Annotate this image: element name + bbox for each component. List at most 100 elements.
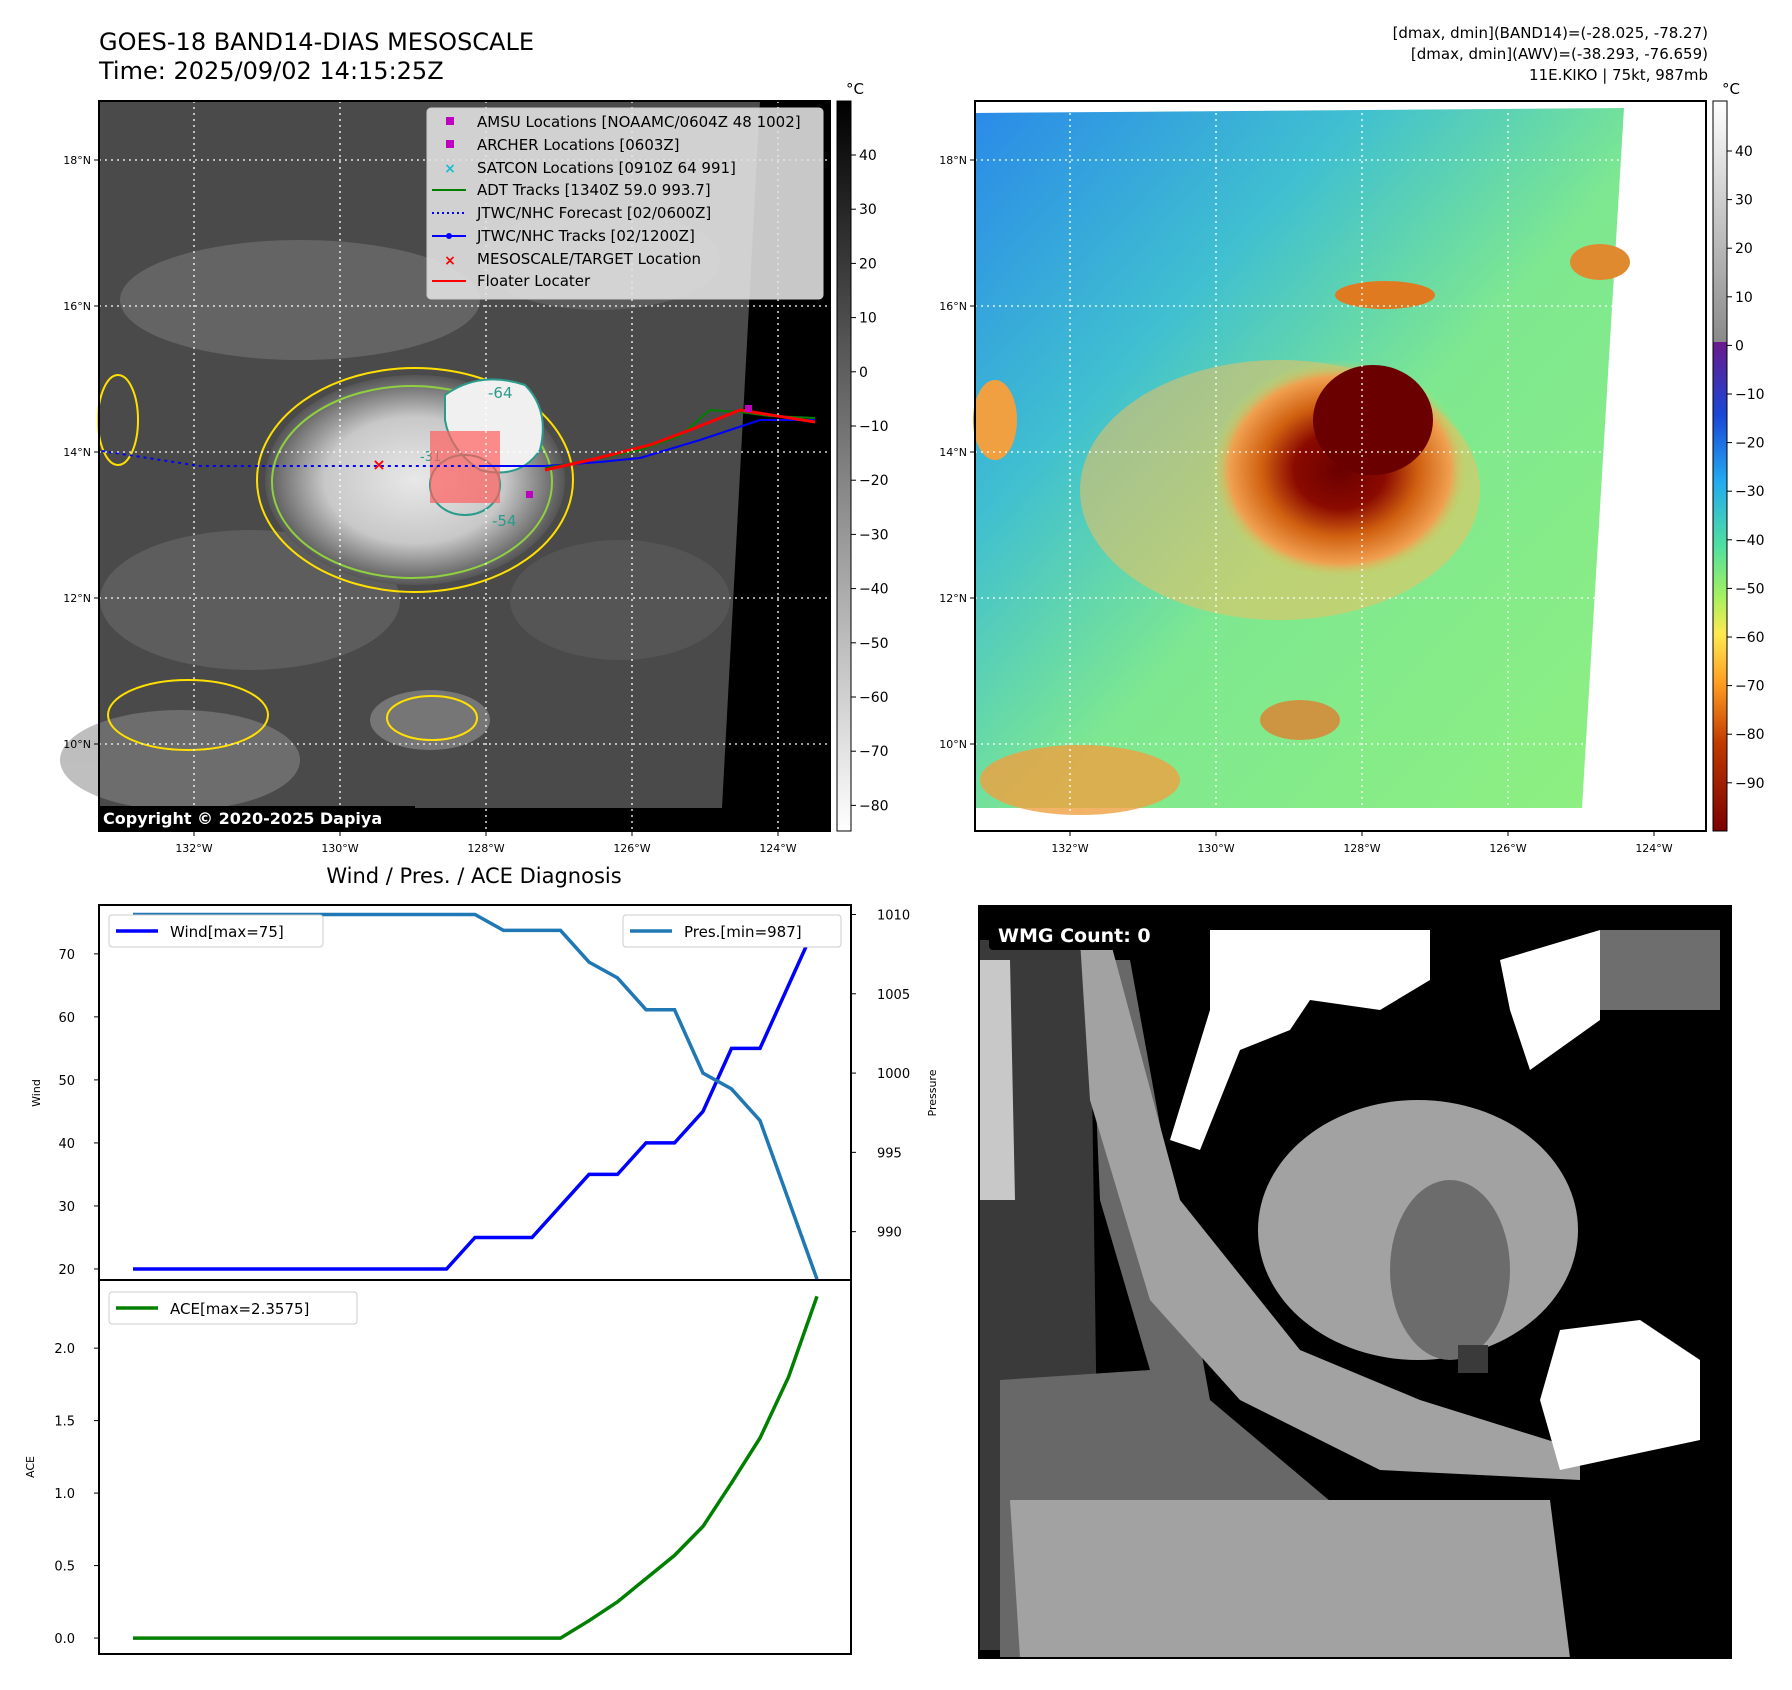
ir-colorbar-ticks: 40 30 20 10 0 −10 −20 −30 −40 −50 −60 −70 −80: [851, 148, 889, 814]
ace-legend-label: ACE[max=2.3575]: [170, 1300, 309, 1318]
legend-jtwc: JTWC/NHC Tracks [02/1200Z]: [476, 227, 695, 245]
awv-lat-label: 14°N: [939, 446, 967, 459]
ir-contour-yellow: [256, 367, 574, 593]
pressure-yticks: 990 995 1000 1005 1010: [851, 909, 910, 1241]
ir-colorbar-tick: 10: [859, 311, 877, 327]
ace-legend: ACE[max=2.3575]: [108, 1291, 358, 1325]
ir-contour-green: [271, 385, 553, 579]
legend-amsu-marker: [446, 117, 454, 125]
pressure-tick-label: 995: [877, 1146, 902, 1161]
legend-forecast: JTWC/NHC Forecast [02/0600Z]: [476, 204, 711, 222]
ir-colorbar-tick: 30: [859, 202, 877, 218]
awv-colorbar-tick: −50: [1735, 581, 1765, 597]
wind-tick-label: 30: [58, 1200, 75, 1215]
wmg-spiral-band: [1080, 940, 1580, 1480]
pressure-axis-label: Pressure: [926, 1069, 939, 1116]
ir-legend: AMSU Locations [NOAAMC/0604Z 48 1002] AR…: [426, 107, 824, 300]
wmg-band-light-edge: [979, 960, 1015, 1200]
ace-tick-label: 0.0: [54, 1632, 75, 1647]
ir-contour-sw: [107, 679, 269, 751]
figure-title-line1: GOES-18 BAND14-DIAS MESOSCALE: [99, 28, 534, 56]
ir-lat-label: 12°N: [63, 592, 91, 605]
ir-contour-south: [386, 695, 478, 741]
ace-tick-label: 2.0: [54, 1342, 75, 1357]
awv-lat-label: 18°N: [939, 154, 967, 167]
wmg-count-box: [989, 920, 1164, 950]
mesoscale-target-marker: ×: [372, 455, 385, 474]
ir-colorbar-tick: −30: [859, 527, 889, 543]
awv-colorbar-tick: −20: [1735, 436, 1765, 452]
wmg-count-label: WMG Count: 0: [998, 925, 1151, 947]
awv-lon-label: 126°W: [1489, 842, 1526, 855]
ir-lat-label: 16°N: [63, 300, 91, 313]
wind-legend-label: Wind[max=75]: [170, 923, 284, 941]
pressure-legend-label: Pres.[min=987]: [684, 923, 802, 941]
ir-lon-label: 126°W: [613, 842, 650, 855]
ir-frame: [98, 100, 831, 832]
pressure-tick-label: 990: [877, 1226, 902, 1241]
wind-legend: Wind[max=75]: [108, 914, 324, 948]
ace-tick-label: 1.5: [54, 1415, 75, 1430]
legend-jtwc-dot: [446, 233, 452, 239]
wind-tick-label: 20: [58, 1263, 75, 1278]
awv-lon-labels: 132°W 130°W 128°W 126°W 124°W: [1051, 831, 1673, 855]
awv-lat-labels: 18°N 16°N 14°N 12°N 10°N: [939, 154, 975, 751]
legend-satcon: SATCON Locations [0910Z 64 991]: [477, 159, 736, 177]
awv-panel: [973, 100, 1707, 832]
contour-label-54: -54: [492, 512, 517, 530]
wmg-inner-core: [1390, 1180, 1510, 1360]
awv-colorbar: °C 40 30 20 10 0 −10 −20 −30 −40 −50 −60 −70 −80 −90: [1712, 80, 1765, 832]
wind-pressure-frame: [98, 904, 852, 1281]
awv-lon-label: 130°W: [1197, 842, 1234, 855]
awv-lat-label: 10°N: [939, 738, 967, 751]
ir-colorbar-tick: −70: [859, 744, 889, 760]
wind-series-line: [133, 921, 819, 1271]
awv-colorbar-tick: −60: [1735, 630, 1765, 646]
legend-archer-marker: [446, 140, 454, 148]
awv-colorbar-tick: 20: [1735, 241, 1753, 257]
ir-colorbar-tick: 0: [859, 365, 868, 381]
amsu-marker: [745, 405, 752, 412]
wind-tick-label: 70: [58, 948, 75, 963]
awv-eye-region: [1313, 365, 1433, 475]
pressure-legend: Pres.[min=987]: [622, 914, 842, 948]
wind-tick-label: 40: [58, 1137, 75, 1152]
ace-frame: [98, 1279, 852, 1655]
wind-tick-label: 60: [58, 1011, 75, 1026]
figure-title-line2: Time: 2025/09/02 14:15:25Z: [98, 57, 444, 85]
ir-colorbar-tick: 20: [859, 256, 877, 272]
stats-line2: [dmax, dmin](AWV)=(-38.293, -76.659): [1411, 45, 1708, 63]
ir-colorbar: °C 40 30 20 10 0 −10 −20 −30 −40 −50 −60 −70 −80: [836, 80, 889, 832]
legend-adt: ADT Tracks [1340Z 59.0 993.7]: [477, 181, 711, 199]
legend-floater: Floater Locater: [477, 272, 591, 290]
ir-lat-label: 10°N: [63, 738, 91, 751]
ir-colorbar-tick: −50: [859, 636, 889, 652]
awv-cell-sw: [980, 745, 1180, 815]
awv-cell-west: [973, 380, 1017, 460]
wind-yticks: 20 30 40 50 60 70: [58, 948, 99, 1278]
ace-tick-label: 1.0: [54, 1487, 75, 1502]
ir-lon-label: 128°W: [467, 842, 504, 855]
pressure-tick-label: 1005: [877, 988, 910, 1003]
ace-tick-label: 0.5: [54, 1560, 75, 1575]
awv-colorbar-gradient: [1712, 100, 1728, 832]
ir-colorbar-tick: −80: [859, 798, 889, 814]
legend-amsu: AMSU Locations [NOAAMC/0604Z 48 1002]: [477, 113, 801, 131]
awv-colorbar-tick: −30: [1735, 484, 1765, 500]
awv-colorbar-unit: °C: [1722, 80, 1740, 98]
awv-colorbar-ticks: 40 30 20 10 0 −10 −20 −30 −40 −50 −60 −70 −80 −90: [1727, 144, 1765, 792]
awv-gridlines: [975, 101, 1706, 831]
awv-colorbar-tick: 30: [1735, 193, 1753, 209]
wind-axis-label: Wind: [30, 1079, 43, 1107]
ir-jtwc-track: [480, 419, 815, 467]
ir-colorbar-tick: −40: [859, 582, 889, 598]
ir-colorbar-unit: °C: [846, 80, 864, 98]
ir-floater-track: [544, 408, 816, 472]
ir-panel: -64 -54 -31 × AMSU Locations [NOAAMC/060…: [60, 100, 831, 832]
stats-line1: [dmax, dmin](BAND14)=(-28.025, -78.27): [1393, 24, 1708, 42]
ir-colorbar-tick: −10: [859, 419, 889, 435]
awv-lon-label: 128°W: [1343, 842, 1380, 855]
ir-colorbar-tick: 40: [859, 148, 877, 164]
archer-marker: [526, 491, 533, 498]
